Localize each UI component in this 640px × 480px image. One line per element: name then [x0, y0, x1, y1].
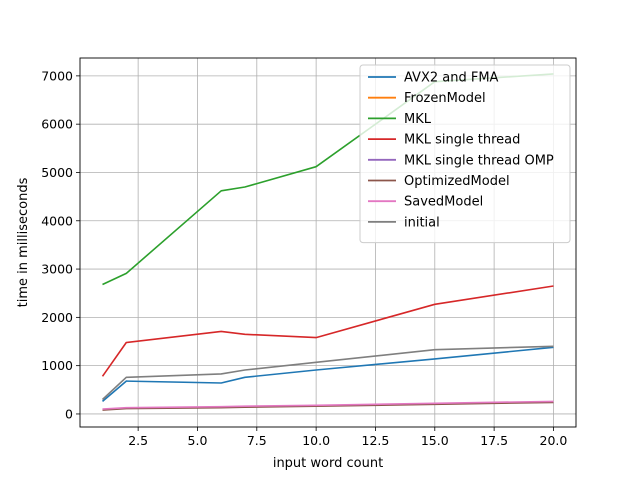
- x-tick-label: 17.5: [480, 433, 508, 448]
- x-tick-label: 10.0: [302, 433, 330, 448]
- legend-label-5: OptimizedModel: [404, 174, 510, 189]
- x-tick-label: 20.0: [540, 433, 568, 448]
- y-tick-label: 7000: [41, 68, 73, 83]
- legend-label-1: FrozenModel: [404, 91, 486, 106]
- legend-label-3: MKL single thread: [404, 133, 520, 148]
- y-tick-label: 1000: [41, 358, 73, 373]
- legend: AVX2 and FMA FrozenModel MKL MKL single thr…: [359, 64, 571, 244]
- y-tick-label: 4000: [41, 213, 73, 228]
- series-line-3: [101, 285, 554, 377]
- y-tick-label: 6000: [41, 117, 73, 132]
- y-tick-label: 0: [65, 406, 73, 421]
- y-tick-label: 5000: [41, 165, 73, 180]
- x-axis-label: input word count: [273, 456, 383, 471]
- x-tick-label: 12.5: [362, 433, 390, 448]
- series-line-7: [101, 345, 554, 401]
- series-line-5: [102, 401, 554, 411]
- y-tick-label: 2000: [41, 310, 73, 325]
- legend-label-2: MKL: [404, 112, 432, 127]
- series-line-6: [102, 400, 554, 410]
- y-axis-label: time in milliseconds: [16, 177, 31, 307]
- x-tick-label: 7.5: [247, 433, 267, 448]
- axes-frame: [79, 57, 577, 428]
- x-tick-label: 2.5: [128, 433, 148, 448]
- y-tick-label: 3000: [41, 262, 73, 277]
- legend-label-0: AVX2 and FMA: [404, 71, 499, 86]
- legend-label-6: SavedModel: [404, 195, 483, 210]
- x-tick-label: 5.0: [188, 433, 208, 448]
- series-line-0: [101, 346, 554, 403]
- legend-label-7: initial: [404, 215, 440, 230]
- legend-box: [359, 64, 571, 244]
- x-tick-label: 15.0: [421, 433, 449, 448]
- legend-label-4: MKL single thread OMP: [404, 153, 554, 168]
